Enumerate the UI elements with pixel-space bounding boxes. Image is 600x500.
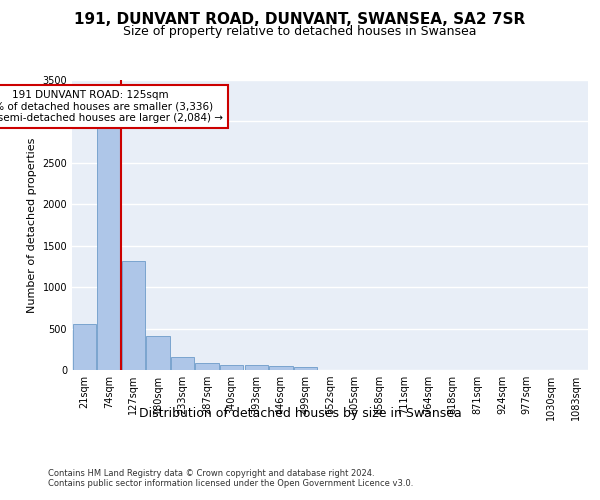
Bar <box>122 262 145 370</box>
Bar <box>196 363 219 370</box>
Text: 191, DUNVANT ROAD, DUNVANT, SWANSEA, SA2 7SR: 191, DUNVANT ROAD, DUNVANT, SWANSEA, SA2… <box>74 12 526 28</box>
Y-axis label: Number of detached properties: Number of detached properties <box>27 138 37 312</box>
Bar <box>269 366 293 370</box>
Text: 191 DUNVANT ROAD: 125sqm
← 61% of detached houses are smaller (3,336)
38% of sem: 191 DUNVANT ROAD: 125sqm ← 61% of detach… <box>0 90 223 123</box>
Bar <box>73 324 96 370</box>
Bar <box>146 336 170 370</box>
Bar <box>97 128 121 370</box>
Text: Distribution of detached houses by size in Swansea: Distribution of detached houses by size … <box>139 408 461 420</box>
Text: Contains public sector information licensed under the Open Government Licence v3: Contains public sector information licen… <box>48 478 413 488</box>
Bar <box>294 366 317 370</box>
Text: Size of property relative to detached houses in Swansea: Size of property relative to detached ho… <box>123 25 477 38</box>
Bar <box>171 357 194 370</box>
Bar <box>220 364 244 370</box>
Bar <box>245 366 268 370</box>
Text: Contains HM Land Registry data © Crown copyright and database right 2024.: Contains HM Land Registry data © Crown c… <box>48 468 374 477</box>
